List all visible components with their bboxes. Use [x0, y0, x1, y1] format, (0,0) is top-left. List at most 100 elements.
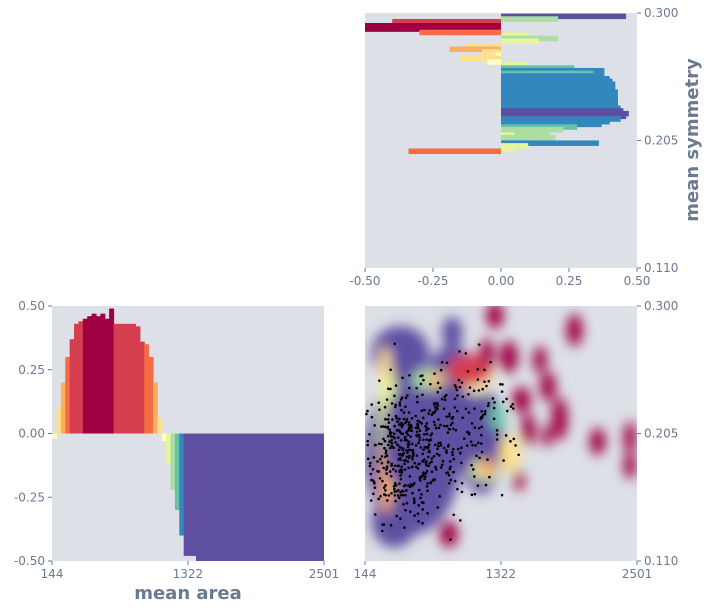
scatter-point — [419, 382, 423, 386]
scatter-point — [447, 473, 451, 477]
scatter-point — [426, 511, 429, 515]
scatter-point — [419, 496, 422, 500]
scatter-point — [440, 361, 444, 364]
scatter-point — [415, 454, 419, 457]
scatter-point — [437, 441, 440, 445]
scatter-point — [399, 474, 402, 477]
scatter-point — [409, 483, 413, 486]
scatter-point — [476, 378, 480, 381]
scatter-point — [384, 484, 387, 487]
scatter-point — [425, 438, 428, 441]
scatter-point — [481, 413, 485, 417]
scatter-point — [430, 460, 433, 464]
scatter-point — [386, 387, 390, 391]
scatter-point — [390, 438, 393, 442]
scatter-point — [434, 465, 437, 469]
scatter-point — [387, 443, 390, 447]
scatter-point — [476, 367, 480, 371]
area-bar — [131, 323, 137, 434]
scatter-point — [411, 491, 414, 495]
scatter-point — [417, 504, 420, 507]
area-bar — [95, 316, 101, 434]
scatter-point — [380, 529, 384, 533]
scatter-point — [398, 403, 402, 407]
scatter-point — [472, 389, 476, 393]
scatter-point — [456, 487, 459, 491]
scatter-point — [394, 414, 398, 418]
scatter-point — [421, 438, 425, 441]
scatter-point — [411, 457, 414, 461]
scatter-point — [412, 481, 416, 485]
scatter-point — [416, 424, 420, 427]
scatter-point — [397, 453, 401, 456]
scatter-point — [474, 444, 477, 447]
scatter-point — [369, 472, 373, 476]
scatter-point — [390, 464, 393, 467]
scatter-point — [412, 497, 416, 500]
symmetry-bar — [501, 13, 627, 20]
scatter-point — [411, 448, 415, 452]
scatter-point — [458, 452, 462, 455]
scatter-point — [405, 489, 408, 492]
scatter-point — [433, 409, 437, 413]
scatter-point — [479, 433, 483, 437]
scatter-point — [477, 343, 481, 346]
scatter-point — [387, 494, 391, 497]
area-y-tick-label: 0.50 — [18, 299, 45, 313]
scatter-point — [438, 495, 442, 498]
scatter-point — [407, 411, 411, 414]
density-blob — [513, 469, 525, 492]
scatter-point — [393, 464, 397, 468]
scatter-point — [417, 462, 420, 466]
symmetry-bar — [501, 145, 518, 152]
scatter-point — [428, 450, 431, 454]
scatter-point — [373, 486, 377, 489]
scatter-point — [449, 423, 453, 427]
scatter-point — [424, 429, 428, 432]
scatter-point — [393, 342, 397, 346]
scatter-point — [392, 485, 396, 488]
scatter-point — [453, 397, 457, 401]
density-y-tick-label: 0.110 — [644, 554, 678, 568]
scatter-point — [425, 432, 429, 436]
scatter-point — [456, 394, 459, 397]
scatter-point — [509, 439, 512, 443]
scatter-point — [417, 520, 420, 523]
scatter-point — [449, 465, 452, 469]
scatter-point — [394, 469, 398, 473]
scatter-point — [495, 438, 499, 441]
density-blob — [589, 428, 606, 455]
scatter-point — [425, 463, 428, 467]
area-bar — [196, 433, 218, 561]
scatter-point — [383, 405, 387, 409]
scatter-point — [400, 396, 404, 399]
scatter-point — [417, 488, 421, 492]
scatter-point — [418, 479, 422, 482]
scatter-point — [399, 439, 403, 442]
area-bar — [65, 357, 71, 434]
symmetry-bar — [365, 23, 501, 29]
area-bar — [52, 433, 58, 439]
scatter-point — [493, 401, 496, 404]
scatter-point — [410, 417, 414, 420]
scatter-point — [402, 411, 406, 414]
scatter-point — [405, 455, 409, 459]
scatter-point — [377, 497, 380, 501]
scatter-point — [413, 499, 416, 503]
scatter-point — [467, 411, 471, 414]
scatter-point — [405, 439, 409, 442]
scatter-point — [457, 378, 461, 382]
scatter-point — [426, 481, 429, 485]
density-blob — [379, 346, 392, 387]
scatter-point — [440, 463, 444, 467]
scatter-point — [408, 485, 412, 489]
scatter-point — [419, 446, 423, 449]
scatter-point — [451, 453, 454, 457]
scatter-point — [422, 472, 426, 476]
scatter-point — [390, 431, 393, 435]
scatter-point — [440, 397, 444, 401]
area-axis-label: mean area — [134, 583, 242, 604]
scatter-point — [443, 424, 446, 428]
scatter-points — [365, 342, 520, 541]
scatter-point — [393, 487, 396, 491]
